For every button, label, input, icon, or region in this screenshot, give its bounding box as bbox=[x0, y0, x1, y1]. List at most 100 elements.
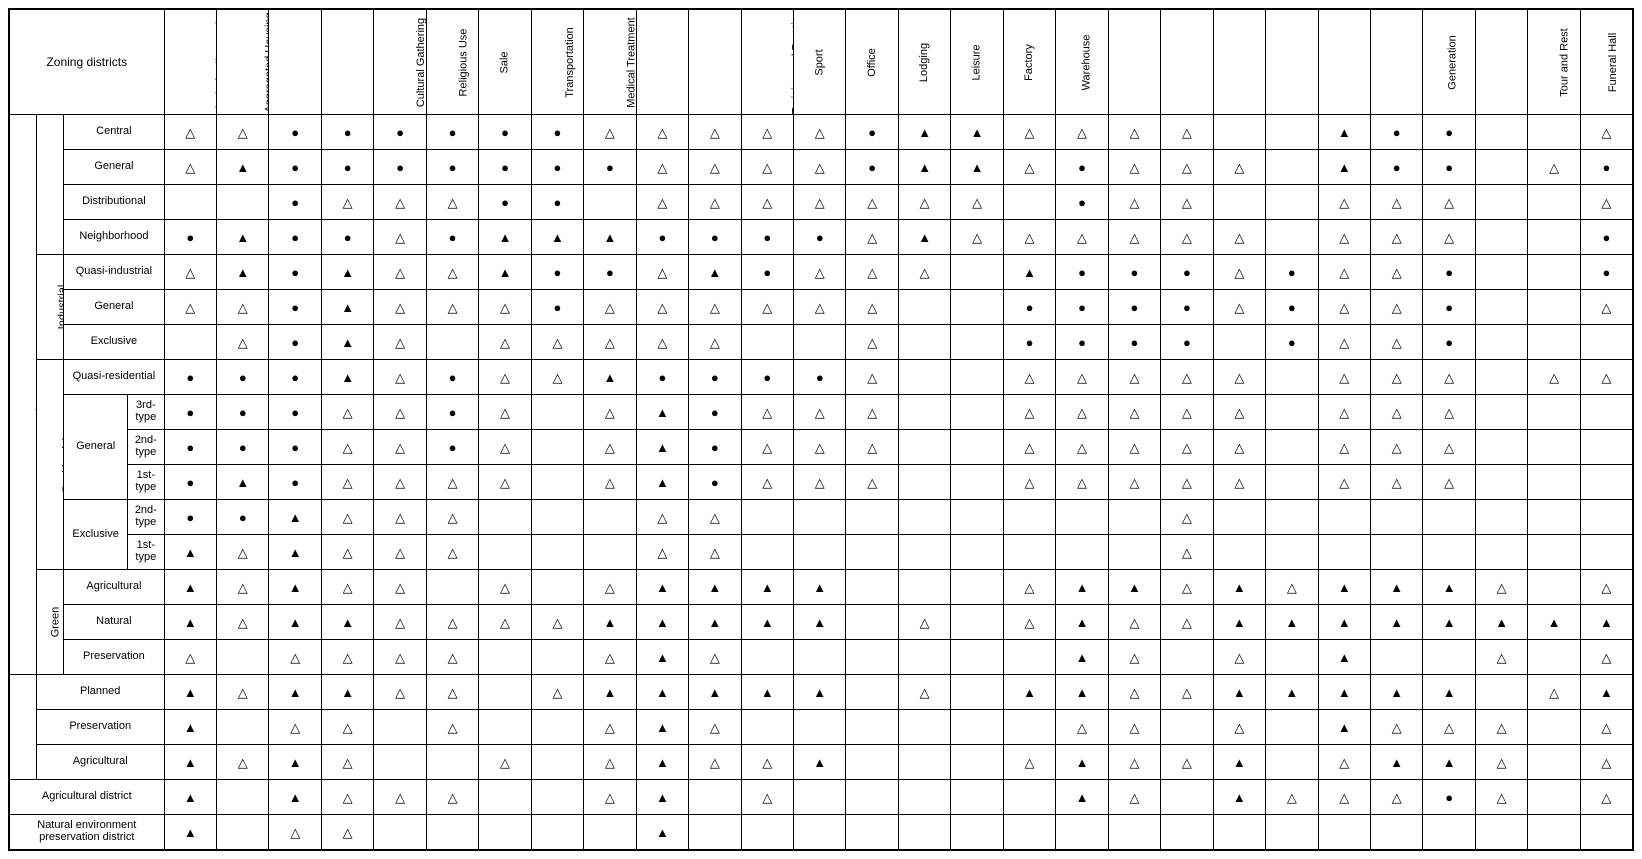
zoning-cell: ▲ bbox=[164, 675, 216, 710]
zoning-cell bbox=[741, 535, 793, 570]
zone-row: General△▲●●●●●●●△△△△●▲▲△●△△△▲●●△● bbox=[9, 150, 1633, 185]
zoning-cell bbox=[1108, 535, 1160, 570]
zoning-cell bbox=[898, 395, 950, 430]
zoning-cell: ▲ bbox=[1318, 710, 1370, 745]
use-header: Factory bbox=[1003, 9, 1055, 115]
zoning-cell bbox=[951, 360, 1003, 395]
zone-row: General△△●▲△△△●△△△△△△●●●●△●△△●△ bbox=[9, 290, 1633, 325]
zoning-cell bbox=[1475, 535, 1527, 570]
zoning-cell: ▲ bbox=[1580, 605, 1633, 640]
zoning-cell: △ bbox=[794, 115, 846, 150]
zoning-cell: △ bbox=[1266, 570, 1318, 605]
zoning-cell bbox=[1161, 815, 1213, 851]
zoning-cell: △ bbox=[217, 745, 269, 780]
zoning-cell: ▲ bbox=[1213, 675, 1265, 710]
zoning-cell: △ bbox=[1161, 500, 1213, 535]
use-header: Single-family Housing bbox=[164, 9, 216, 115]
zoning-cell: △ bbox=[374, 465, 426, 500]
zoning-cell: ▲ bbox=[1003, 255, 1055, 290]
zoning-cell: △ bbox=[1528, 360, 1580, 395]
use-header-label: Aggregated Housing bbox=[265, 12, 269, 112]
zoning-cell bbox=[584, 815, 636, 851]
zoning-cell: ▲ bbox=[217, 220, 269, 255]
zone-group-level2: Residential bbox=[36, 360, 63, 570]
zone-group-level2: Agricultural bbox=[36, 745, 164, 780]
zoning-cell: ● bbox=[1371, 115, 1423, 150]
zoning-cell: △ bbox=[1213, 220, 1265, 255]
zoning-cell: ● bbox=[1161, 255, 1213, 290]
use-header: Store and Treatment for Toxic Materials bbox=[1108, 9, 1160, 115]
zone-row: 2nd-type●●●△△●△△▲●△△△△△△△△△△△ bbox=[9, 430, 1633, 465]
table-head: Zoning districts Single-family HousingAg… bbox=[9, 9, 1633, 115]
zoning-cell: △ bbox=[898, 185, 950, 220]
zoning-cell: △ bbox=[584, 430, 636, 465]
zoning-cell: △ bbox=[374, 640, 426, 675]
zoning-cell: △ bbox=[1003, 360, 1055, 395]
zoning-cell bbox=[898, 780, 950, 815]
use-header: Animal- and Plant-related Use bbox=[1213, 9, 1265, 115]
zoning-cell: △ bbox=[1161, 465, 1213, 500]
zoning-cell bbox=[898, 570, 950, 605]
zoning-cell bbox=[741, 815, 793, 851]
zoning-cell bbox=[846, 640, 898, 675]
zoning-cell: △ bbox=[846, 185, 898, 220]
zoning-cell bbox=[1475, 675, 1527, 710]
zoning-cell bbox=[846, 570, 898, 605]
zoning-cell: ● bbox=[269, 185, 321, 220]
zone-row: GreenAgricultural▲△▲△△△△▲▲▲▲△▲▲△▲△▲▲▲△△ bbox=[9, 570, 1633, 605]
zoning-cell bbox=[1003, 640, 1055, 675]
zoning-cell bbox=[898, 535, 950, 570]
zoning-cell: △ bbox=[584, 640, 636, 675]
zoning-cell: △ bbox=[374, 325, 426, 360]
zoning-cell: △ bbox=[1423, 430, 1475, 465]
zoning-cell: △ bbox=[898, 605, 950, 640]
zoning-cell bbox=[531, 535, 583, 570]
zoning-cell: △ bbox=[269, 710, 321, 745]
zoning-cell: ● bbox=[531, 185, 583, 220]
zoning-cell: ● bbox=[689, 430, 741, 465]
zoning-cell bbox=[1528, 535, 1580, 570]
zoning-cell: ● bbox=[741, 360, 793, 395]
zone-row: ResidentialQuasi-residential●●●▲△●△△▲●●●… bbox=[9, 360, 1633, 395]
zoning-cell: △ bbox=[1371, 220, 1423, 255]
zoning-cell bbox=[479, 675, 531, 710]
zoning-cell bbox=[164, 325, 216, 360]
zoning-cell bbox=[951, 535, 1003, 570]
use-header: Lodging bbox=[898, 9, 950, 115]
zoning-cell: △ bbox=[164, 115, 216, 150]
zoning-cell: ▲ bbox=[636, 605, 688, 640]
zoning-cell bbox=[1266, 395, 1318, 430]
zoning-cell: ▲ bbox=[1318, 640, 1370, 675]
zoning-cell: ▲ bbox=[321, 605, 373, 640]
zoning-cell bbox=[846, 745, 898, 780]
use-header: Generation bbox=[1423, 9, 1475, 115]
zoning-cell: △ bbox=[636, 290, 688, 325]
zoning-cell bbox=[898, 290, 950, 325]
zoning-cell: △ bbox=[374, 535, 426, 570]
use-header: 2nd-type Neighborhood-oriented non-resid… bbox=[321, 9, 373, 115]
zoning-cell: △ bbox=[1056, 115, 1108, 150]
zoning-cell: ▲ bbox=[1318, 150, 1370, 185]
zoning-cell bbox=[741, 325, 793, 360]
zoning-cell: △ bbox=[164, 640, 216, 675]
zoning-cell: ● bbox=[1580, 255, 1633, 290]
zone-row: 1st-type▲△▲△△△△△△ bbox=[9, 535, 1633, 570]
zoning-cell: △ bbox=[321, 395, 373, 430]
zoning-cell bbox=[1528, 185, 1580, 220]
zoning-cell: △ bbox=[1161, 150, 1213, 185]
zoning-cell: △ bbox=[374, 570, 426, 605]
zoning-cell: ▲ bbox=[164, 570, 216, 605]
zoning-cell bbox=[479, 535, 531, 570]
use-header: Tour and Rest bbox=[1528, 9, 1580, 115]
zoning-cell bbox=[1056, 535, 1108, 570]
zoning-cell: △ bbox=[479, 325, 531, 360]
zoning-cell bbox=[689, 780, 741, 815]
zoning-cell: △ bbox=[164, 150, 216, 185]
zoning-cell: △ bbox=[479, 605, 531, 640]
zoning-cell bbox=[374, 815, 426, 851]
zoning-cell: ▲ bbox=[1056, 745, 1108, 780]
zoning-cell: △ bbox=[1003, 745, 1055, 780]
zoning-cell: △ bbox=[1580, 570, 1633, 605]
zoning-cell: ● bbox=[1423, 290, 1475, 325]
use-header-label: Warehouse bbox=[1082, 35, 1093, 91]
